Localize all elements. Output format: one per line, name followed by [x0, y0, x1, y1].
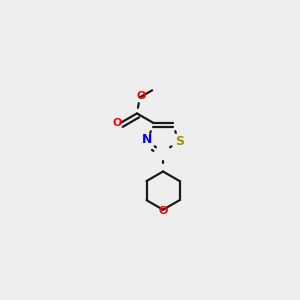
Text: S: S [175, 135, 184, 148]
Text: N: N [142, 133, 152, 146]
Text: O: O [136, 91, 146, 101]
Text: O: O [113, 118, 122, 128]
Text: O: O [158, 206, 168, 216]
